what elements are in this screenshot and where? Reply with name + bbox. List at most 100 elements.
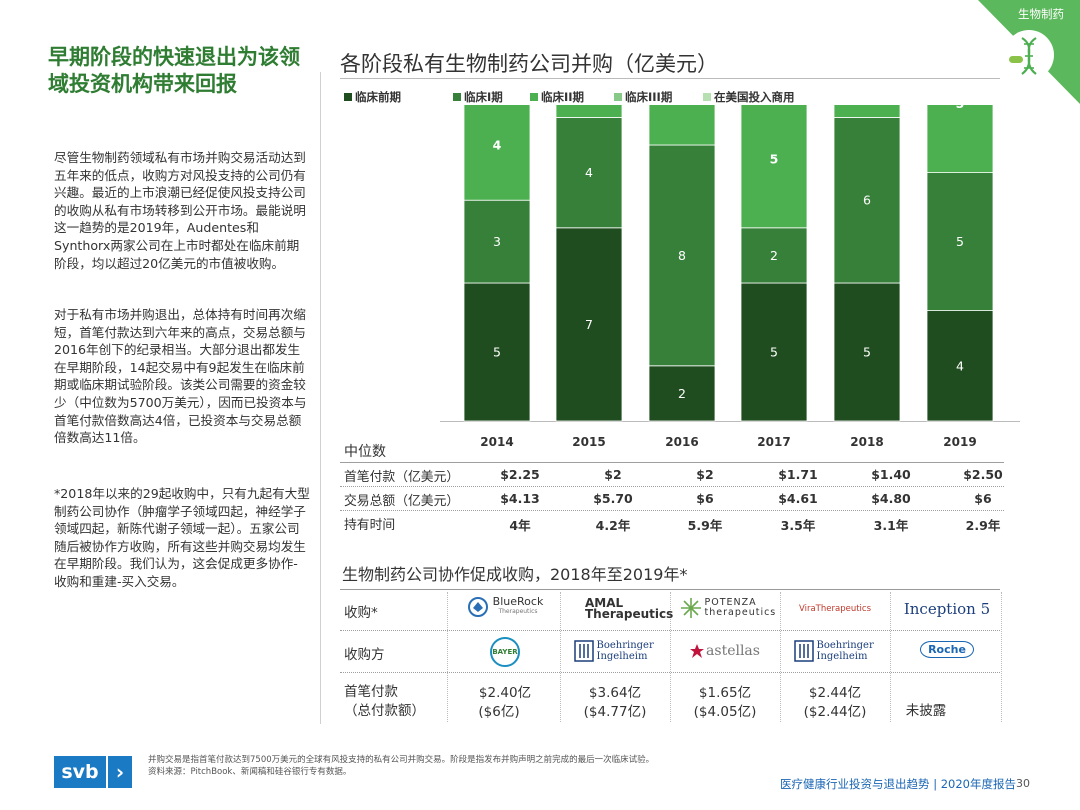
- bayer-logo: BAYER: [450, 637, 560, 667]
- total-payment: ($2.44亿): [803, 704, 867, 720]
- bar-data-label: 5: [956, 105, 965, 111]
- boehringer-name: Boehringer Ingelheim: [596, 640, 654, 662]
- first-payment: $3.64亿: [588, 685, 642, 701]
- amal-name: AMAL Therapeutics: [585, 596, 674, 621]
- legend-item: 临床I期: [453, 89, 518, 105]
- column-separator: [560, 592, 561, 722]
- chevron-right-icon: ›: [108, 756, 132, 788]
- inception5-logo: Inception 5: [892, 600, 1002, 618]
- bar-segment: [555, 227, 623, 422]
- legend-item: 临床II期: [530, 89, 602, 105]
- bar-data-label: 2: [770, 248, 778, 263]
- bar-segment: [740, 105, 808, 229]
- x-tick-label: 2015: [572, 435, 605, 449]
- metric-value: $6: [696, 491, 714, 506]
- legend-swatch: [614, 93, 622, 101]
- footnote-paragraph: *2018年以来的29起收购中，只有九起有大型制药公司协作（肿瘤学子领域四起，神…: [54, 486, 310, 589]
- chart-title: 各阶段私有生物制药公司并购（亿美元）: [340, 52, 718, 76]
- legend-swatch: [530, 93, 538, 101]
- table-rule: [340, 510, 1004, 511]
- bar-data-label: 5: [956, 234, 964, 249]
- column-separator: [670, 592, 671, 722]
- stacked-bar-chart: 53411$8020147410$16020152891$21020165251…: [440, 105, 1020, 449]
- bar-segment: [833, 282, 901, 422]
- metrics-header-label: 中位数: [344, 444, 386, 460]
- bar-segment: [740, 227, 808, 284]
- metric-value: $1.71: [778, 467, 818, 482]
- first-payment: $2.40亿: [478, 685, 532, 701]
- bar-data-label: 4: [956, 358, 964, 373]
- bar-segment: [463, 105, 531, 201]
- bar-segment: [740, 282, 808, 422]
- legend-item: 临床前期: [344, 89, 441, 105]
- bar-data-label: 5: [493, 345, 501, 360]
- section-tag: 生物制药: [1018, 7, 1064, 21]
- inception5-name: Inception 5: [903, 600, 991, 618]
- row-label-payment: 首笔付款: [344, 684, 398, 700]
- row-label-acquired: 收购*: [344, 605, 378, 621]
- metric-value: 3.5年: [780, 518, 816, 533]
- metric-value: $2: [696, 467, 714, 482]
- legend-item: 临床III期: [614, 89, 691, 105]
- legend-swatch: [703, 93, 711, 101]
- metric-value: $4.80: [871, 491, 911, 506]
- bar-segment: [555, 116, 623, 229]
- title-rule: [340, 78, 1000, 79]
- payment-cell: $1.65亿 ($4.05亿): [670, 684, 780, 722]
- boehringer-logo: Boehringer Ingelheim: [780, 640, 890, 662]
- bar-segment: [926, 172, 994, 311]
- first-payment: $1.65亿: [698, 685, 752, 701]
- metric-value: $6: [974, 491, 992, 506]
- x-tick-label: 2018: [850, 435, 883, 449]
- bar-segment: [833, 105, 901, 118]
- bayer-cross-icon: BAYER: [490, 637, 520, 667]
- boehringer-mark-icon: [573, 640, 594, 662]
- metric-value: $4.61: [778, 491, 818, 506]
- boehringer-logo: Boehringer Ingelheim: [560, 640, 670, 662]
- metric-value: 4年: [509, 518, 531, 533]
- biotech-icon: [1004, 30, 1054, 80]
- metric-value: 5.9年: [687, 518, 723, 533]
- boehringer-name: Boehringer Ingelheim: [816, 640, 874, 662]
- bar-data-label: 6: [863, 193, 871, 208]
- body-paragraph: 对于私有市场并购退出，总体持有时间再次缩短，首笔付款达到六年来的高点，交易总额与…: [54, 307, 307, 446]
- legend-label: 临床I期: [464, 90, 503, 104]
- potenza-logo: POTENZA therapeutics: [670, 597, 780, 619]
- row-label-payment-total: （总付款额）: [344, 703, 425, 719]
- bar-data-label: 5: [770, 345, 778, 360]
- column-separator: [447, 592, 448, 722]
- metric-value: 2.9年: [965, 518, 1001, 533]
- roche-name: Roche: [920, 641, 974, 658]
- bar-data-label: 3: [493, 234, 501, 249]
- table-rule: [340, 486, 1004, 487]
- potenza-burst-icon: [680, 598, 701, 618]
- bar-segment: [833, 116, 901, 284]
- bluerock-name: BlueRock: [492, 595, 544, 608]
- astellas-name: astellas: [706, 643, 760, 659]
- bar-segment: [555, 105, 623, 118]
- page-number: 30: [1016, 777, 1030, 790]
- legend-label: 临床II期: [541, 90, 585, 104]
- bar-segment: [926, 310, 994, 422]
- svb-wordmark: svb: [54, 756, 106, 788]
- total-payment: ($6亿): [478, 704, 520, 720]
- legend-swatch: [344, 93, 352, 101]
- roche-logo: Roche: [892, 641, 1002, 658]
- bar-data-label: 7: [585, 317, 593, 332]
- metric-value: $2: [604, 467, 622, 482]
- vira-logo: ViraTherapeutics: [780, 604, 890, 614]
- x-tick-label: 2019: [943, 435, 976, 449]
- bar-segment: [648, 365, 716, 422]
- astellas-star-icon: [690, 644, 705, 658]
- deals-title: 生物制药公司协作促成收购，2018年至2019年*: [342, 565, 688, 584]
- svb-logo: svb ›: [54, 756, 134, 788]
- metric-value: $5.70: [593, 491, 633, 506]
- bar-segment: [926, 105, 994, 173]
- bar-data-label: 5: [863, 345, 871, 360]
- legend-item: 在美国投入商用: [703, 89, 795, 105]
- x-tick-label: 2014: [480, 435, 513, 449]
- metric-label: 交易总额（亿美元）: [344, 494, 460, 509]
- astellas-logo: astellas: [670, 643, 780, 659]
- column-separator: [1001, 592, 1002, 722]
- potenza-name: POTENZA therapeutics: [704, 597, 777, 618]
